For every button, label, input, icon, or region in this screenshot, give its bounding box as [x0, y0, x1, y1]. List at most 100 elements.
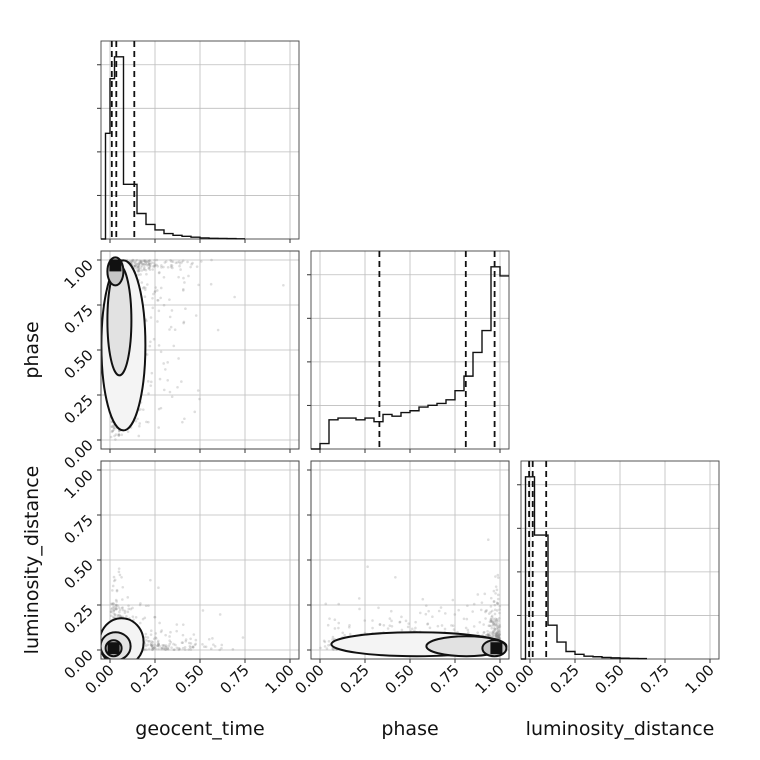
scatter-point: [157, 426, 161, 429]
scatter-point: [490, 624, 493, 628]
scatter-point: [181, 633, 185, 637]
scatter-point: [331, 635, 335, 639]
scatter-point: [134, 264, 137, 267]
scatter-point: [327, 639, 331, 643]
scatter-point: [182, 321, 185, 325]
scatter-point: [110, 602, 114, 606]
scatter-point: [323, 640, 327, 644]
scatter-point: [400, 615, 403, 619]
scatter-point: [156, 644, 160, 648]
scatter-point: [112, 602, 116, 606]
scatter-point: [142, 259, 146, 263]
scatter-point: [164, 260, 168, 263]
scatter-point: [131, 606, 134, 610]
scatter-point: [172, 648, 176, 652]
scatter-point: [181, 641, 185, 644]
scatter-point: [166, 379, 170, 382]
scatter-point: [141, 617, 145, 621]
scatter-point: [488, 631, 492, 634]
scatter-point: [324, 602, 328, 606]
scatter-point: [493, 628, 497, 632]
scatter-point: [181, 623, 185, 626]
scatter-point: [147, 647, 151, 651]
scatter-point: [114, 603, 118, 607]
scatter-point: [487, 633, 490, 636]
scatter-point: [139, 260, 143, 263]
density-contour: [104, 639, 123, 658]
scatter-point: [113, 434, 116, 438]
scatter-point: [154, 637, 158, 640]
scatter-point: [337, 626, 340, 630]
scatter-point: [497, 625, 501, 628]
scatter-point: [220, 643, 224, 647]
scatter-point: [145, 638, 148, 642]
scatter-point: [112, 426, 116, 430]
y-tick-label: 0.50: [60, 346, 96, 382]
scatter-point: [110, 608, 113, 611]
x-axis-label-geocent_time: geocent_time: [135, 718, 264, 740]
panel-frame: [310, 460, 510, 660]
scatter-point: [110, 602, 113, 606]
scatter-point: [164, 648, 168, 651]
scatter-point: [117, 433, 121, 437]
scatter-point: [168, 328, 171, 331]
x-tick-label: 1.00: [681, 661, 717, 697]
scatter-point: [148, 268, 152, 271]
scatter-point: [132, 259, 135, 262]
scatter-point: [181, 289, 185, 292]
scatter-point: [137, 265, 140, 269]
scatter-point: [193, 410, 197, 414]
scatter-point: [143, 295, 147, 299]
scatter-point: [131, 260, 135, 263]
scatter-point: [496, 630, 499, 634]
scatter-point: [118, 610, 121, 614]
scatter-point: [496, 629, 500, 633]
scatter-point: [389, 609, 393, 613]
scatter-point: [166, 265, 170, 269]
scatter-point: [112, 612, 116, 615]
scatter-point: [440, 624, 444, 627]
scatter-point: [114, 607, 118, 611]
scatter-point: [166, 361, 169, 364]
scatter-point: [139, 602, 142, 605]
scatter-point: [156, 289, 159, 292]
scatter-point: [483, 630, 486, 634]
scatter-point: [218, 648, 221, 652]
scatter-point: [135, 263, 139, 266]
scatter-point: [157, 643, 161, 646]
scatter-point: [145, 260, 149, 264]
scatter-point: [139, 273, 142, 276]
scatter-point: [163, 261, 167, 264]
scatter-point: [216, 328, 220, 332]
scatter-point: [489, 605, 493, 608]
scatter-point: [491, 631, 495, 635]
scatter-point: [156, 264, 160, 268]
scatter-point: [472, 625, 476, 628]
scatter-point: [200, 260, 203, 263]
scatter-point: [153, 615, 156, 619]
scatter-point: [498, 625, 502, 629]
scatter-point: [176, 385, 179, 389]
scatter-point: [343, 633, 346, 637]
scatter-point: [189, 265, 192, 269]
scatter-point: [480, 601, 484, 604]
scatter-point: [117, 606, 121, 609]
scatter-point: [490, 614, 494, 618]
scatter-point: [496, 634, 499, 638]
scatter-point: [117, 432, 121, 436]
scatter-point: [160, 629, 164, 632]
scatter-point: [175, 646, 179, 650]
scatter-point: [149, 262, 152, 266]
scatter-point: [400, 628, 404, 632]
scatter-point: [457, 608, 460, 612]
scatter-point: [143, 259, 147, 262]
scatter-point: [178, 647, 182, 651]
x-tick-label: 0.50: [591, 661, 627, 697]
scatter-point: [426, 622, 429, 626]
scatter-point: [177, 275, 180, 279]
scatter-point: [319, 646, 322, 650]
panel-frame: [100, 250, 300, 450]
scatter-point: [146, 636, 150, 639]
scatter-point: [484, 609, 488, 613]
